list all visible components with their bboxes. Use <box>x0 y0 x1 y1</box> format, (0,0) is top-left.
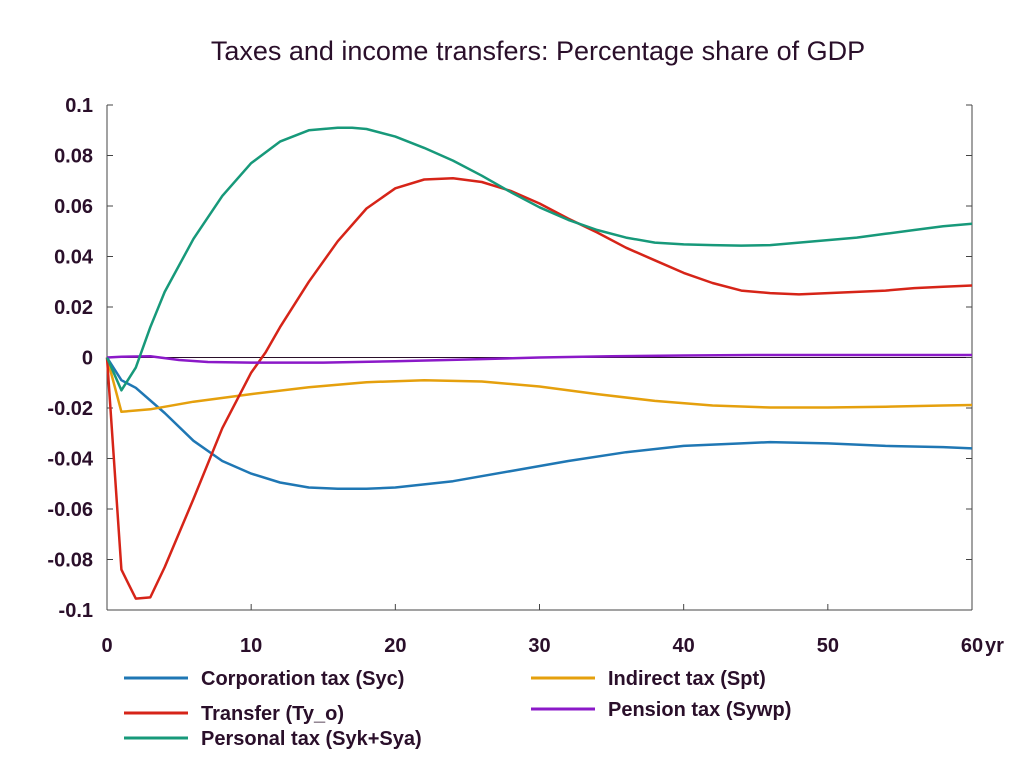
legend-label: Indirect tax (Spt) <box>608 668 766 690</box>
x-tick-label: 20 <box>384 635 406 657</box>
x-tick-label: 40 <box>673 635 695 657</box>
y-tick-label: 0 <box>82 348 93 370</box>
x-tick-label: 50 <box>817 635 839 657</box>
legend-label: Corporation tax (Syc) <box>201 668 404 690</box>
x-axis-ticks: 0 10 20 30 40 50 60 yr <box>101 604 1004 657</box>
y-tick-label: -0.02 <box>47 398 93 420</box>
series-line-0 <box>105 356 973 491</box>
y-tick-label: 0.1 <box>65 95 93 117</box>
series-line-3 <box>106 353 972 364</box>
y-axis-ticks: 0.1 0.08 0.06 0.04 0.02 0 -0.02 -0.04 -0.06 -0.08… <box>47 95 972 622</box>
legend-label: Pension tax (Sywp) <box>608 699 791 721</box>
x-tick-label: 0 <box>101 635 112 657</box>
series-line-1 <box>105 357 973 414</box>
legend: Corporation tax (Syc) Indirect tax (Spt) T… <box>124 668 791 750</box>
y-tick-label: 0.08 <box>54 146 93 168</box>
y-tick-label: 0.04 <box>54 247 94 269</box>
y-tick-label: 0.02 <box>54 297 93 319</box>
chart-title: Taxes and income transfers: Percentage s… <box>211 36 865 66</box>
x-tick-label: 60 <box>961 635 983 657</box>
series-line-2 <box>105 176 973 600</box>
x-tick-label: 10 <box>240 635 262 657</box>
y-tick-label: -0.08 <box>47 550 93 572</box>
x-tick-label: 30 <box>528 635 550 657</box>
y-tick-label: -0.06 <box>47 499 93 521</box>
x-axis-unit-label: yr <box>985 635 1004 657</box>
y-tick-label: 0.06 <box>54 196 93 218</box>
y-tick-label: -0.1 <box>59 600 93 622</box>
series-lines <box>105 126 973 600</box>
series-line-4 <box>105 126 973 392</box>
legend-label: Personal tax (Syk+Sya) <box>201 728 422 750</box>
legend-label: Transfer (Ty_o) <box>201 703 344 725</box>
y-tick-label: -0.04 <box>47 449 93 471</box>
